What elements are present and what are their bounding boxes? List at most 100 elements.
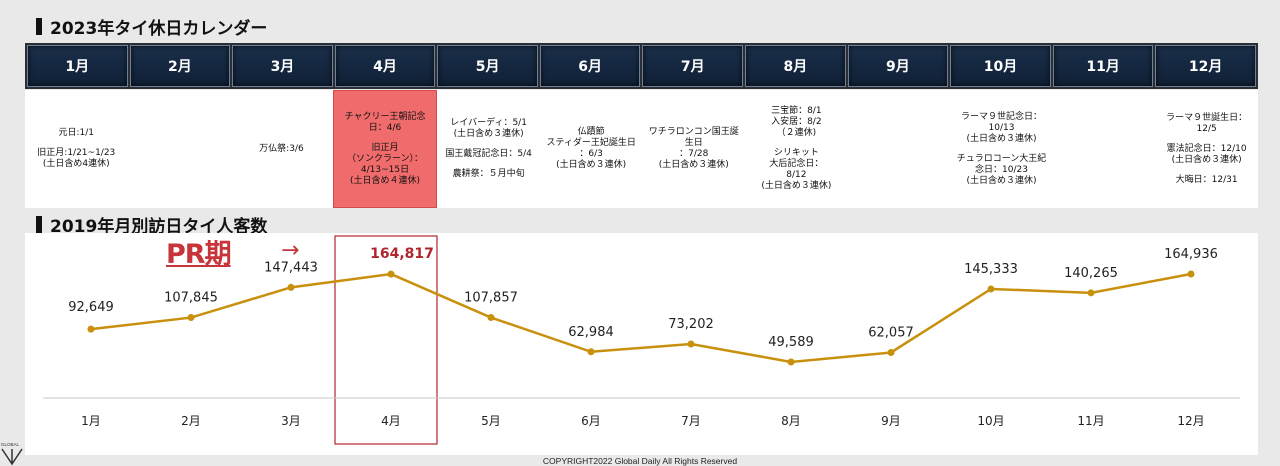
- holiday-cell-12: ラーマ９世誕生日： 12/5 憲法記念日：12/10 (土日含め３連休) 大晦日：12/…: [1155, 90, 1258, 208]
- pr-period-label: PR期: [166, 239, 232, 270]
- calendar-month-12: 12月: [1155, 45, 1256, 87]
- holiday-text: ：6/3: [579, 149, 603, 159]
- data-point: [687, 340, 695, 348]
- data-point: [1087, 289, 1095, 297]
- holiday-text: 入安居：8/2: [771, 117, 822, 127]
- title-bar-marker: [36, 18, 42, 35]
- holiday-cell-4: チャクリー王朝記念 日：4/6 旧正月 （ソンクラーン）： 4/13~15日 (土日含め４…: [332, 90, 438, 208]
- holiday-text: (土日含め３連休): [966, 133, 1037, 144]
- calendar-title: 2023年タイ休日カレンダー: [36, 14, 267, 39]
- holiday-text: チャクリー王朝記念: [344, 111, 426, 122]
- data-label: 164,817: [370, 246, 434, 262]
- calendar-holiday-row: 元日:1/1 旧正月:1/21~1/23 (土日含め4連休) 万仏祭:3/6 チャクリー…: [25, 90, 1258, 208]
- x-tick-label: 3月: [281, 414, 301, 428]
- holiday-text: ：7/28: [679, 149, 709, 159]
- x-tick-label: 12月: [1177, 414, 1204, 428]
- holiday-spacer: [1159, 135, 1254, 144]
- chart-title: 2019年月別訪日タイ人客数: [36, 212, 267, 237]
- holiday-text: (土日含め３連休): [966, 175, 1037, 186]
- highlight-frame: [334, 235, 438, 445]
- data-label: 49,589: [768, 335, 814, 350]
- line-chart: 92,649 1月 107,845 2月 147,443 3月 164,817 4月 107,8…: [43, 235, 1240, 445]
- holiday-text: ラーマ９世誕生日：: [1166, 112, 1248, 123]
- x-tick-label: 5月: [481, 414, 501, 428]
- calendar-month-8: 8月: [745, 45, 846, 87]
- holiday-text: 元日:1/1: [58, 128, 95, 138]
- x-tick-label: 6月: [581, 414, 601, 428]
- holiday-cell-11: [1053, 90, 1156, 208]
- holiday-text: 旧正月: [371, 142, 399, 153]
- holiday-text: 国王戴冠記念日：5/4: [445, 149, 532, 159]
- holiday-text: スティダー王妃誕生日: [546, 138, 636, 148]
- holiday-text: 10/13: [988, 122, 1015, 133]
- holiday-cell-2: [128, 90, 231, 208]
- holiday-spacer: [441, 140, 536, 149]
- holiday-text: 万仏祭:3/6: [259, 143, 304, 154]
- holiday-text: 大晦日：12/31: [1175, 174, 1238, 185]
- data-point: [487, 314, 495, 322]
- holiday-text: レイバーディ：5/1: [450, 118, 527, 128]
- holiday-text: (土日含め４連休): [350, 175, 421, 186]
- data-label: 107,857: [464, 291, 518, 306]
- calendar-month-header: 1月 2月 3月 4月 5月 6月 7月 8月 9月 10月 11月 12月: [25, 43, 1258, 89]
- x-tick-label: 4月: [381, 414, 401, 428]
- holiday-spacer: [441, 160, 536, 169]
- holiday-text: (土日含め３連休): [761, 181, 832, 191]
- x-tick-label: 9月: [881, 414, 901, 428]
- calendar-month-6: 6月: [539, 45, 641, 87]
- holiday-spacer: [1159, 166, 1254, 175]
- data-label: 73,202: [668, 317, 714, 332]
- data-point: [387, 270, 395, 278]
- chart-area: 92,649 1月 107,845 2月 147,443 3月 164,817 4月 107,8…: [25, 233, 1258, 455]
- data-point: [787, 358, 795, 366]
- holiday-text: (土日含め３連休): [453, 129, 524, 139]
- chart-title-text: 2019年月別訪日タイ人客数: [50, 217, 268, 237]
- calendar-month-7: 7月: [642, 45, 744, 87]
- calendar-month-2: 2月: [129, 45, 231, 87]
- calendar-month-5: 5月: [437, 45, 538, 87]
- data-label: 92,649: [68, 300, 114, 315]
- x-tick-label: 8月: [781, 414, 801, 428]
- data-label: 147,443: [264, 260, 318, 275]
- holiday-cell-10: ラーマ９世記念日： 10/13 (土日含め３連休) チュラロコーン大王紀 念日：10/2…: [950, 90, 1053, 208]
- holiday-text: 生日: [684, 138, 703, 148]
- holiday-text: 12/5: [1196, 123, 1217, 134]
- x-tick-label: 2月: [181, 414, 201, 428]
- x-tick-label: 10月: [977, 414, 1004, 428]
- holiday-text: ワチラロンコン国王誕: [648, 127, 739, 137]
- holiday-text: 三宝節：8/1: [771, 106, 822, 116]
- calendar-month-10: 10月: [950, 45, 1051, 87]
- data-point: [987, 285, 995, 293]
- holiday-text: 日：4/6: [368, 122, 402, 133]
- calendar-month-1: 1月: [27, 45, 128, 87]
- data-label: 145,333: [964, 262, 1018, 277]
- calendar-month-11: 11月: [1052, 45, 1154, 87]
- holiday-text: 4/13~15日: [360, 164, 410, 175]
- holiday-text: (土日含め4連休): [42, 159, 110, 169]
- data-point: [187, 314, 195, 322]
- holiday-cell-8: 三宝節：8/1 入安居：8/2 （２連休) シリキット 大后記念日： 8/12 (土日含め３…: [745, 90, 848, 208]
- holiday-text: （２連休): [776, 128, 817, 138]
- holiday-text: 憲法記念日：12/10: [1166, 143, 1247, 154]
- data-label: 62,057: [868, 325, 914, 340]
- holiday-text: (土日含め３連休): [556, 160, 627, 170]
- data-point: [587, 348, 595, 356]
- holiday-text: (土日含め３連休): [658, 160, 729, 170]
- calendar-month-4: 4月: [334, 45, 436, 87]
- holiday-cell-9: [848, 90, 951, 208]
- title-bar-marker: [36, 216, 42, 233]
- x-tick-label: 7月: [681, 414, 701, 428]
- holiday-spacer: [338, 134, 433, 143]
- calendar-title-text: 2023年タイ休日カレンダー: [50, 19, 268, 39]
- calendar-month-3: 3月: [232, 45, 333, 87]
- company-logo: GLOBAL: [1, 442, 23, 466]
- holiday-text: （ソンクラーン）：: [346, 153, 424, 164]
- data-label: 164,936: [1164, 247, 1218, 262]
- svg-text:GLOBAL: GLOBAL: [1, 442, 20, 447]
- data-label: 140,265: [1064, 266, 1118, 281]
- holiday-text: ラーマ９世記念日：: [960, 111, 1042, 122]
- holiday-text: (土日含め３連休): [1171, 154, 1242, 165]
- holiday-text: 大后記念日：: [769, 159, 824, 169]
- data-label: 62,984: [568, 325, 614, 340]
- holiday-text: シリキット: [773, 148, 819, 158]
